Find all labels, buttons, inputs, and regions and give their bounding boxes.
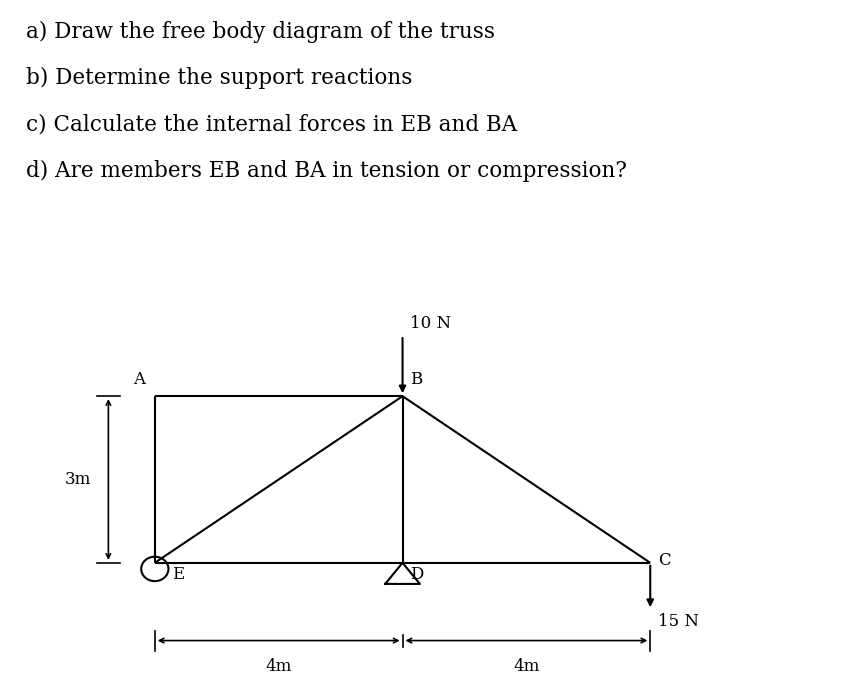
Text: A: A [134, 371, 146, 388]
Text: 3m: 3m [65, 471, 91, 488]
Text: b) Determine the support reactions: b) Determine the support reactions [26, 67, 413, 89]
Text: 10 N: 10 N [410, 315, 451, 332]
Text: C: C [658, 551, 670, 569]
Text: a) Draw the free body diagram of the truss: a) Draw the free body diagram of the tru… [26, 21, 495, 42]
Text: d) Are members EB and BA in tension or compression?: d) Are members EB and BA in tension or c… [26, 160, 627, 182]
Text: 15 N: 15 N [658, 613, 699, 630]
Text: 4m: 4m [513, 658, 539, 675]
Text: c) Calculate the internal forces in EB and BA: c) Calculate the internal forces in EB a… [26, 114, 517, 136]
Text: E: E [173, 566, 185, 582]
Text: 4m: 4m [265, 658, 292, 675]
Text: B: B [410, 371, 422, 388]
Text: D: D [410, 566, 423, 582]
